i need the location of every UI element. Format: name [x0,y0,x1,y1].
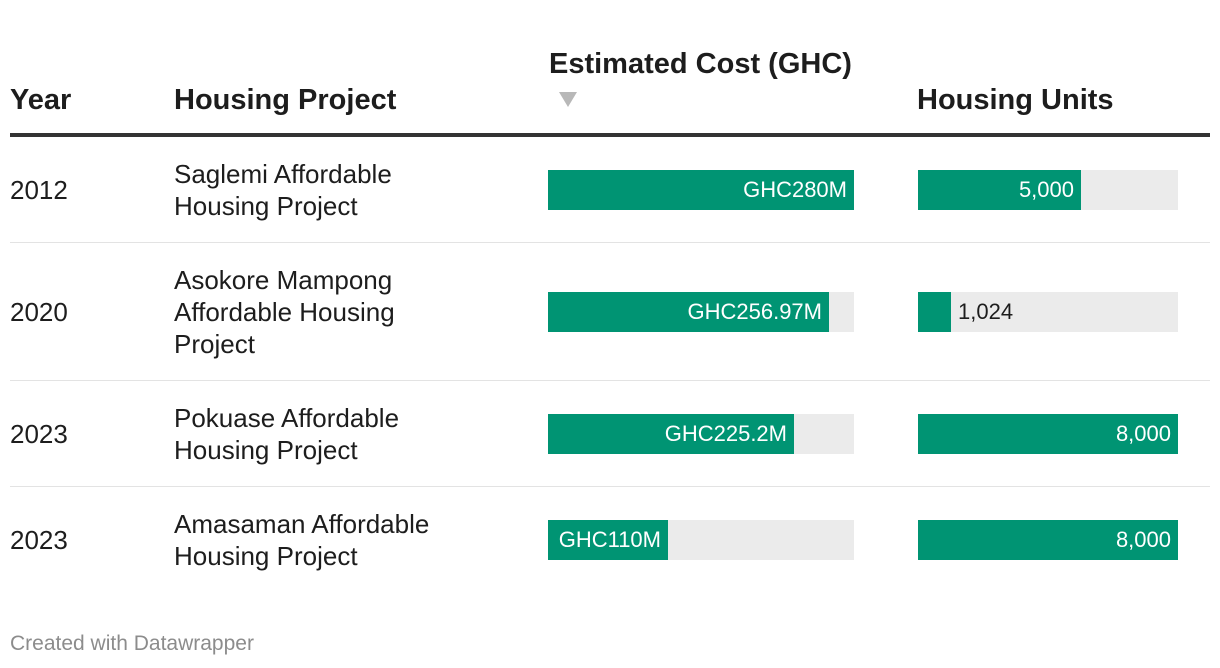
units-value-label: 8,000 [1115,420,1171,446]
cost-value-label: GHC280M [743,176,847,202]
cell-year: 2023 [10,525,68,555]
table-body: 2012 Saglemi Affordable Housing Project GH… [10,137,1210,593]
footer-credit[interactable]: Created with Datawrapper [10,632,254,655]
units-bar [918,291,951,332]
cost-bar-track: GHC256.97M [548,291,854,332]
table-row: 2012 Saglemi Affordable Housing Project GH… [10,137,1210,243]
cost-bar [548,520,668,560]
cost-bar-track: GHC110M [548,520,854,560]
table-row: 2023 Amasaman Affordable Housing Project G… [10,487,1210,593]
units-bar [918,413,1178,454]
cost-value-label: GHC256.97M [687,298,822,324]
cell-housing-project: Pokuase Affordable Housing Project [174,402,400,465]
cost-value-label: GHC225.2M [664,420,787,446]
cell-year: 2012 [10,174,68,205]
cell-year: 2023 [10,418,68,449]
units-bar-track: 8,000 [918,413,1178,454]
units-bar-track: 5,000 [918,169,1178,210]
cost-bar [548,291,829,332]
sort-descending-icon[interactable] [559,92,577,107]
cell-year: 2020 [10,296,68,327]
units-bar [918,169,1081,210]
cell-housing-project: Amasaman Affordable Housing Project [174,509,430,571]
header-year[interactable]: Year [10,84,72,116]
data-table: Year Housing Project Estimated Cost (GHC… [10,0,1210,593]
cost-bar-track: GHC280M [548,169,854,210]
units-value-label: 1,024 [958,298,1014,324]
units-value-label: 8,000 [1115,527,1171,552]
cost-bar-track: GHC225.2M [548,413,854,454]
cell-housing-project: Asokore Mampong Affordable Housing Proje… [174,264,395,359]
units-bar [918,520,1178,560]
header-housing-project[interactable]: Housing Project [174,84,397,116]
table-row: 2020 Asokore Mampong Affordable Housing P… [10,243,1210,381]
cost-bar [548,413,794,454]
table-row: 2023 Pokuase Affordable Housing Project GH… [10,381,1210,487]
cell-housing-project: Saglemi Affordable Housing Project [174,158,392,221]
table-header: Year Housing Project Estimated Cost (GHC… [10,0,1210,137]
units-value-label: 5,000 [1018,176,1074,202]
units-bar-track: 1,024 [918,291,1178,332]
cost-bar [548,169,854,210]
cost-value-label: GHC110M [558,527,661,552]
units-bar-track: 8,000 [918,520,1178,560]
header-housing-units[interactable]: Housing Units [917,84,1114,116]
header-estimated-cost[interactable]: Estimated Cost (GHC) [549,48,852,80]
